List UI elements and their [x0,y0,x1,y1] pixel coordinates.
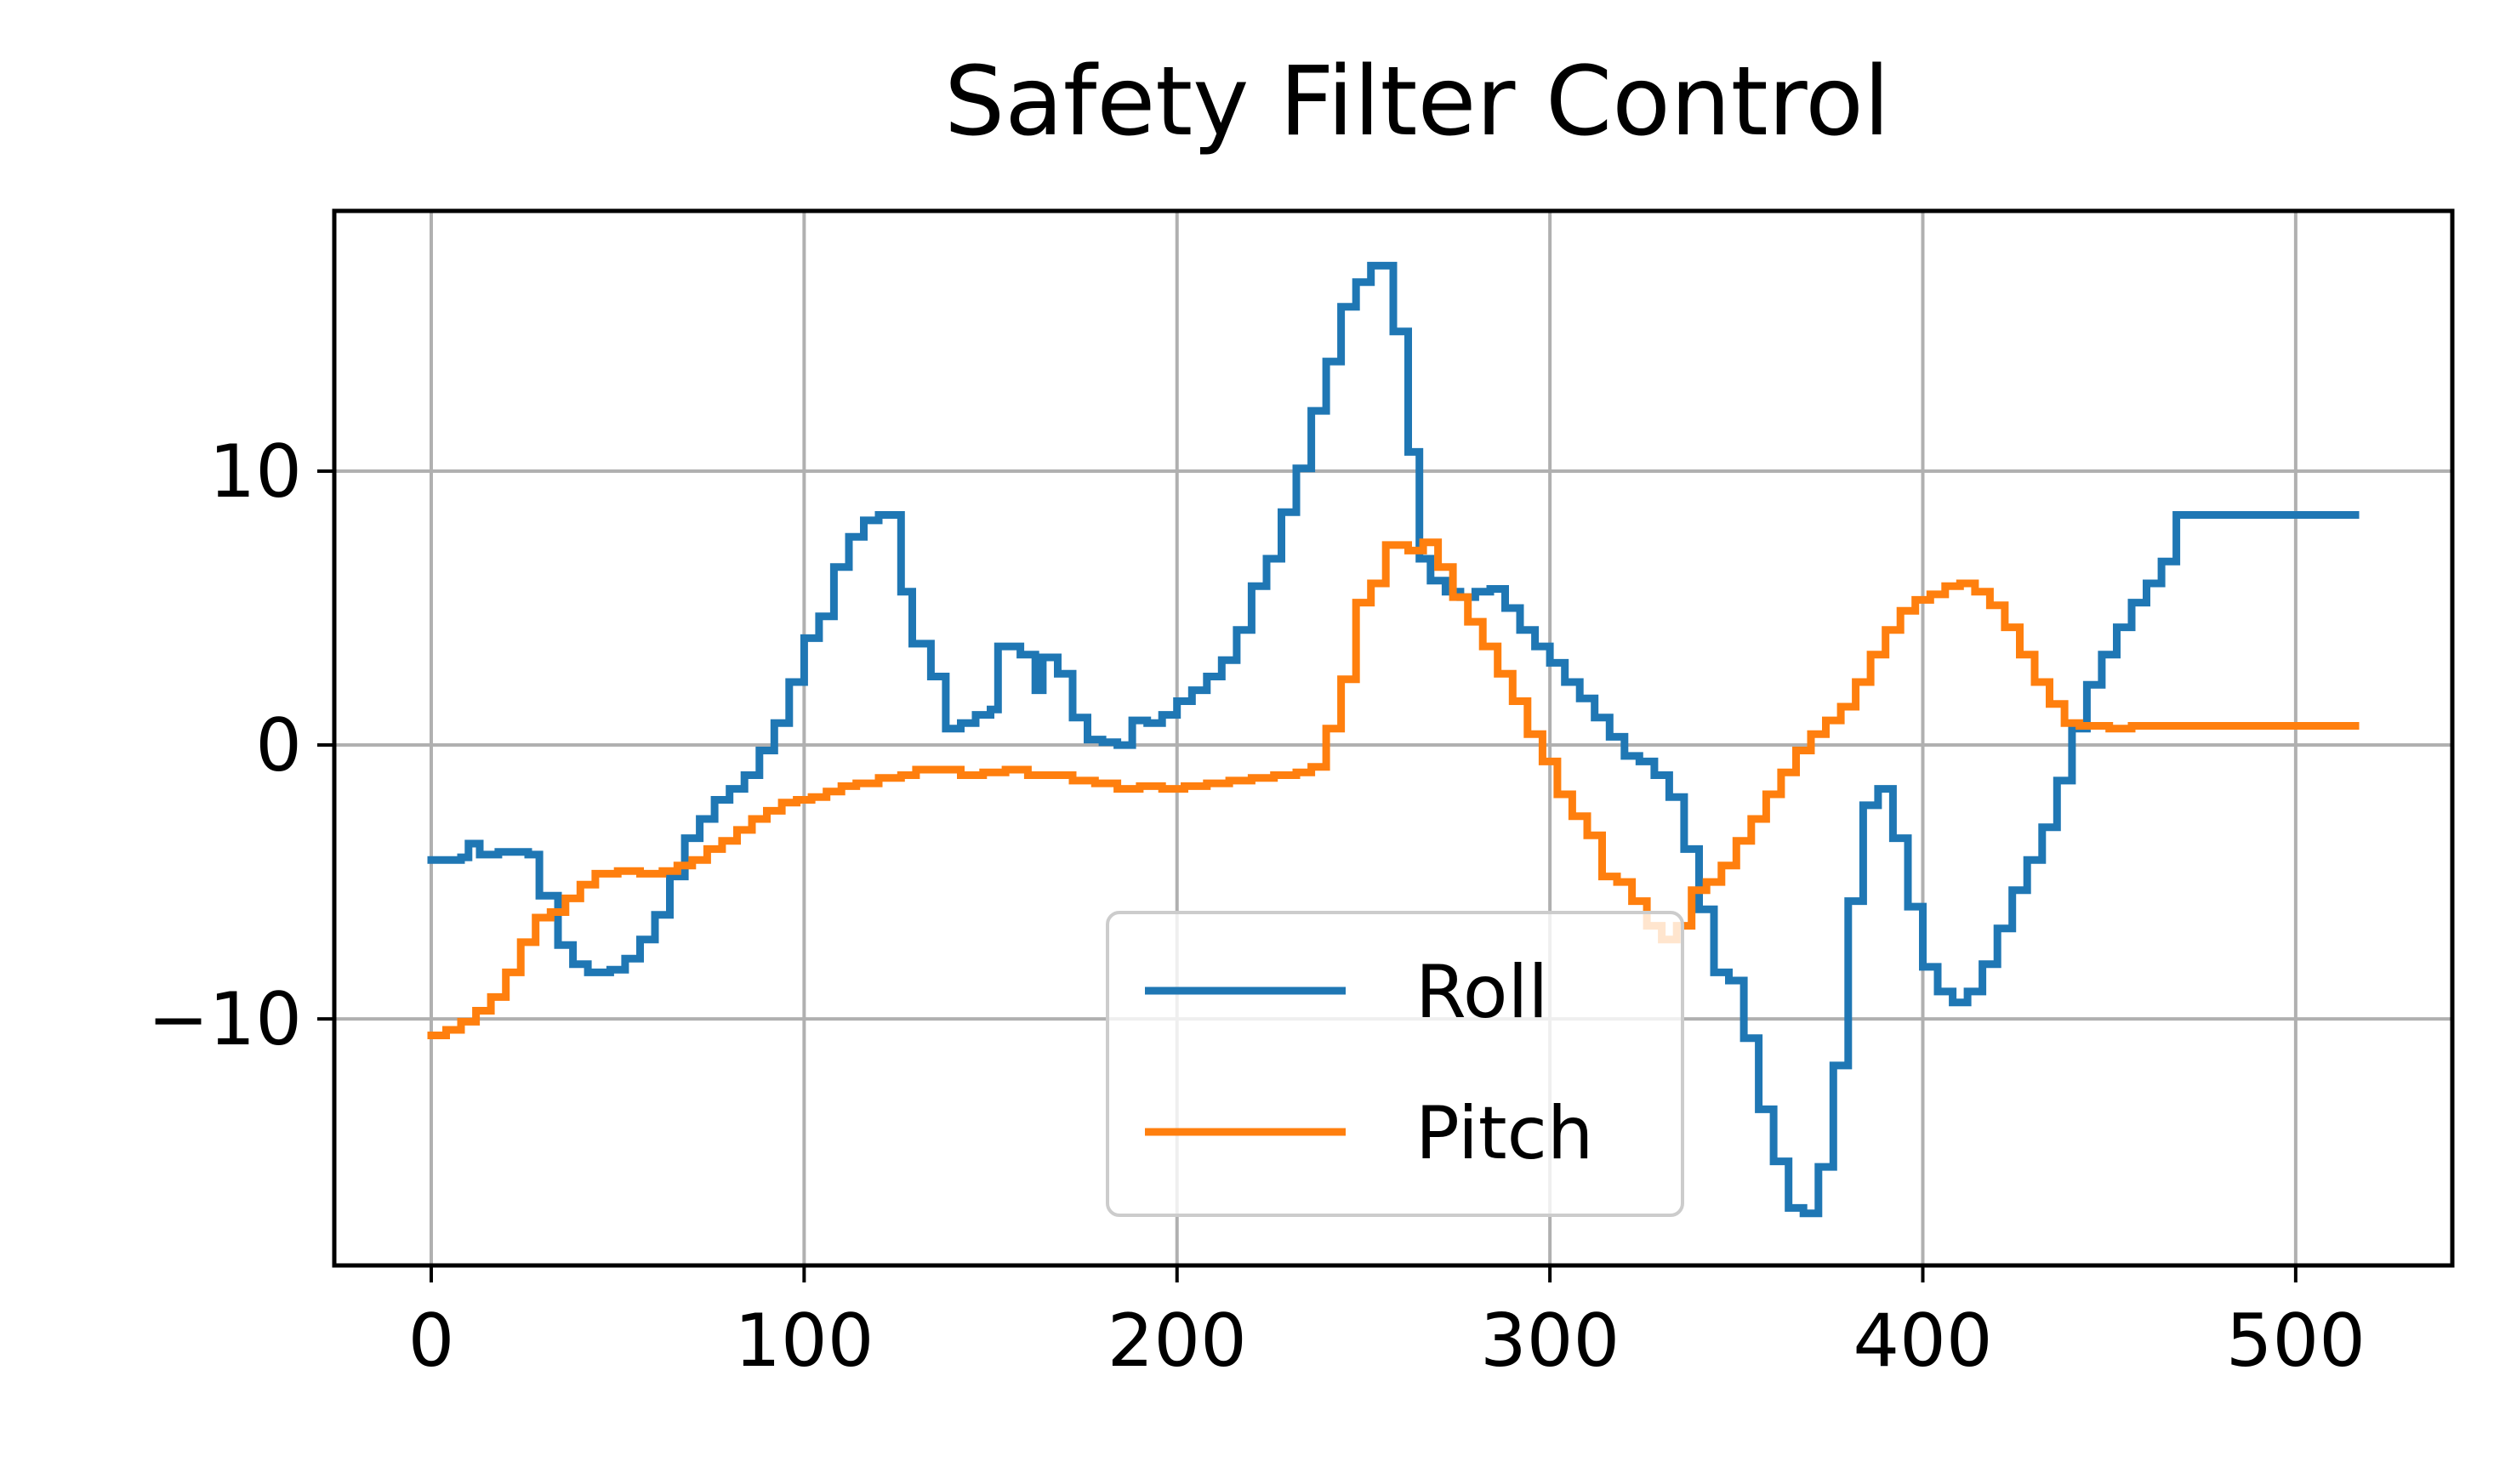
y-tick-label: −10 [148,977,303,1062]
legend-box [1106,911,1684,1217]
series-line-roll [427,261,2360,1218]
x-tick-label: 200 [1107,1299,1247,1384]
ticks: 0 100 200 300 400 500 −10 0 10 [148,429,2366,1384]
x-tick-label: 500 [2226,1299,2366,1384]
legend-label-pitch: Pitch [1415,1091,1593,1176]
chart-title: Safety Filter Control [944,47,1890,157]
legend: Roll Pitch [1106,911,1684,1217]
x-tick-label: 300 [1480,1299,1620,1384]
x-tick-label: 400 [1853,1299,1992,1384]
series-layer [427,261,2360,1218]
plot-frame [332,208,2455,1268]
series-line-pitch [427,538,2360,1039]
x-tick-label: 100 [734,1299,874,1384]
legend-label-roll: Roll [1415,950,1548,1035]
y-tick-label: 10 [209,429,302,515]
x-tick-label: 0 [408,1299,455,1384]
y-tick-label: 0 [255,703,302,788]
